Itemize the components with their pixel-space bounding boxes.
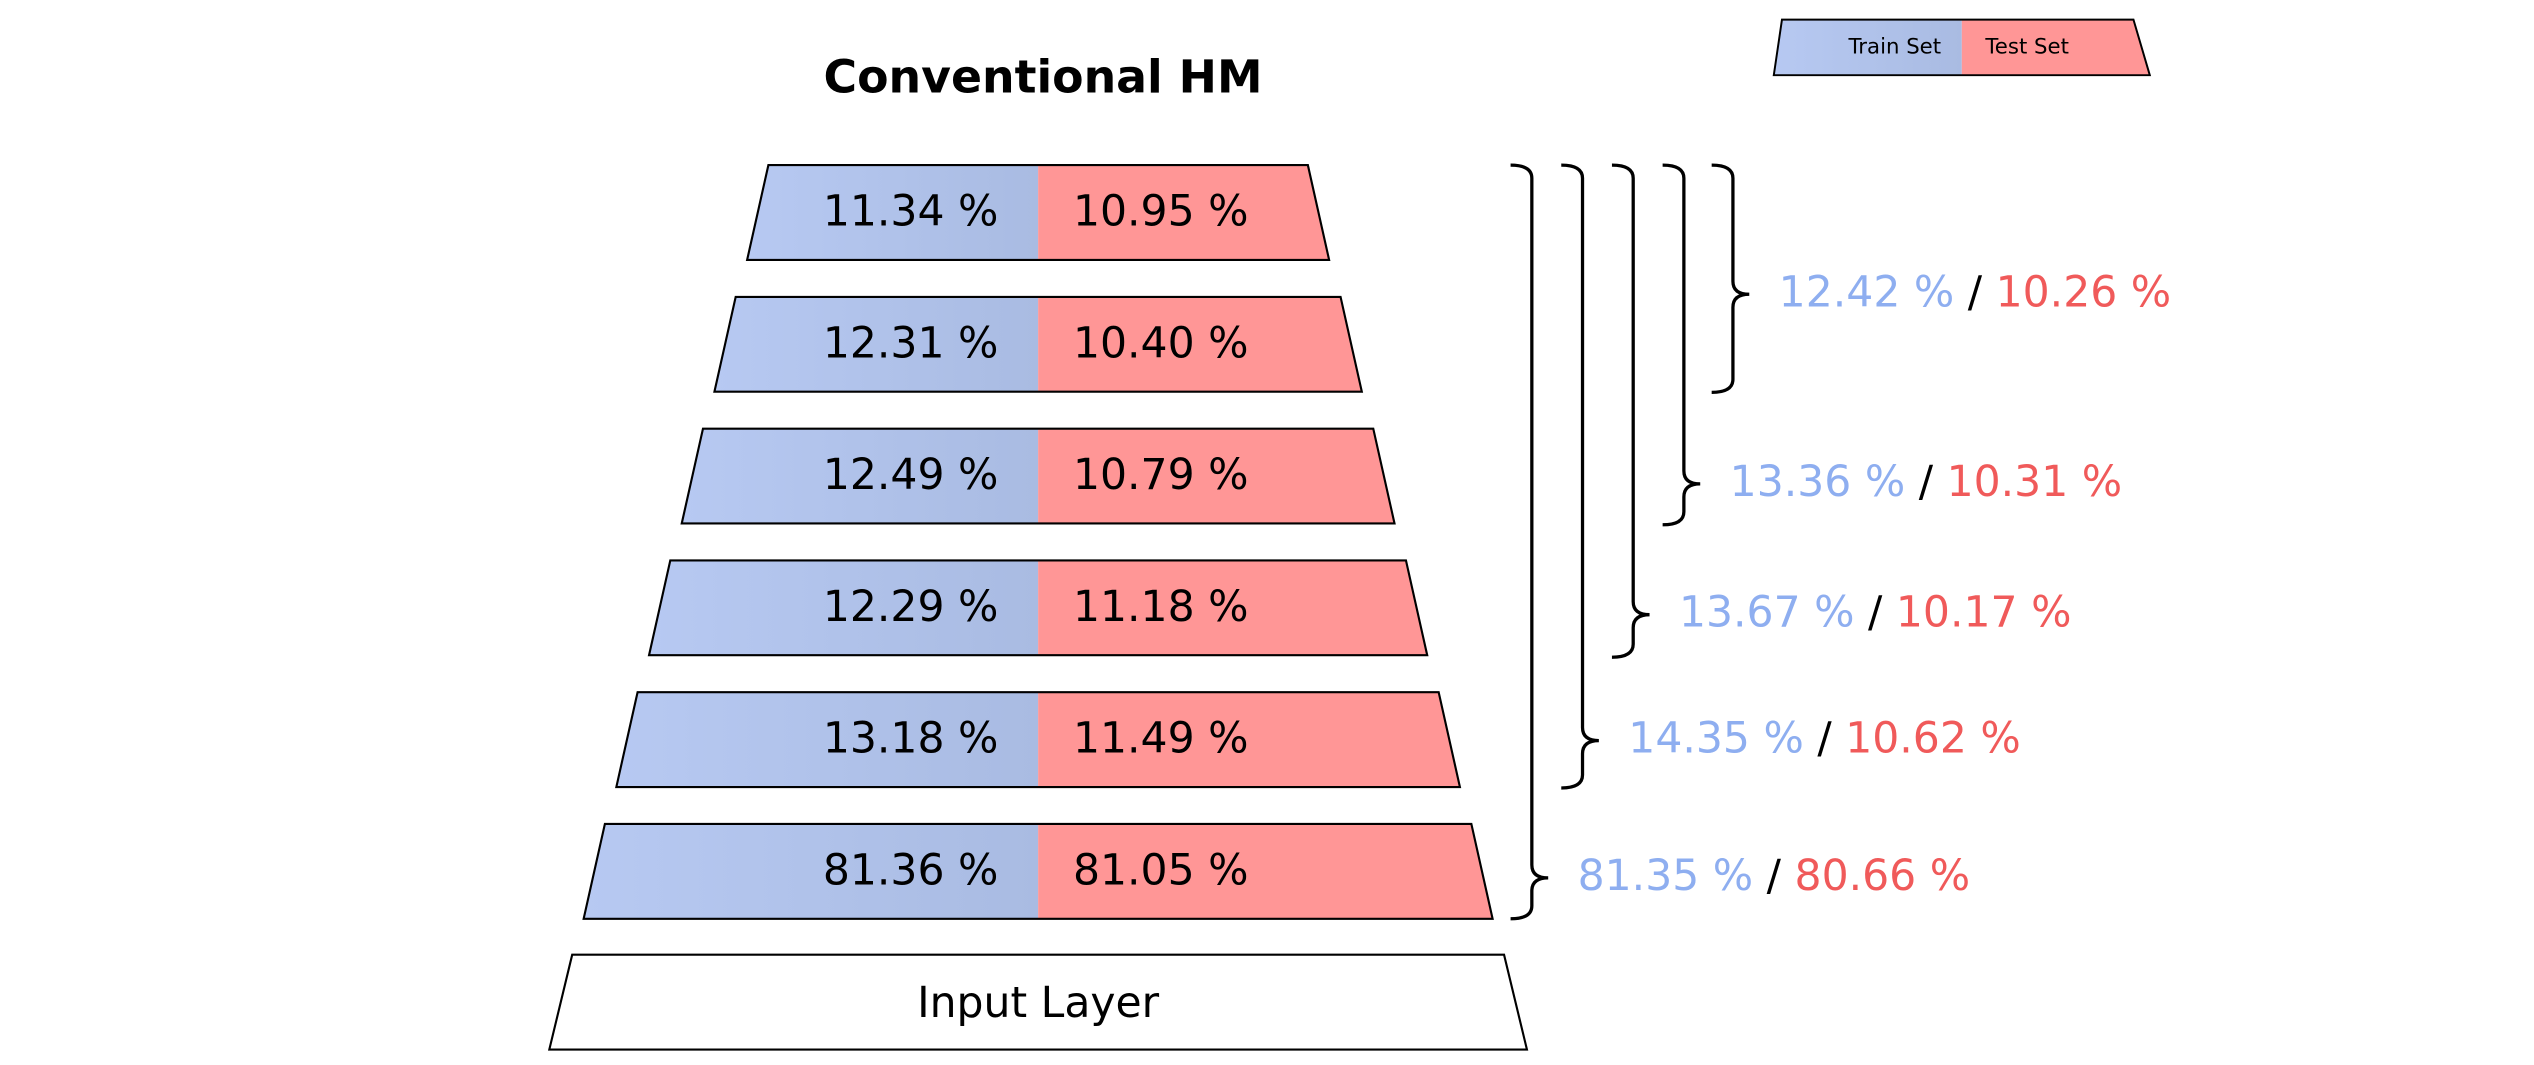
layer-test-value: 81.05 % [1073, 846, 1249, 895]
layer-train-value: 12.29 % [823, 583, 999, 632]
bracket-label: 13.67 % / 10.17 % [1679, 588, 2071, 637]
layer-test-value: 11.18 % [1073, 583, 1249, 632]
layer-test [1038, 296, 1362, 392]
bracket-test: 80.66 % [1795, 851, 1971, 900]
layer-border [647, 559, 1429, 657]
layer-border [713, 295, 1364, 393]
bracket-train: 13.67 % [1679, 588, 1855, 637]
layer-train [616, 692, 1039, 788]
title: Conventional HM [824, 51, 1263, 104]
layer-border [680, 427, 1396, 525]
bracket [1510, 163, 1549, 921]
legend-test: Test Set [1984, 34, 2068, 59]
layer-border [745, 164, 1331, 261]
bracket-separator: / [1968, 268, 1983, 317]
bracket-train: 13.36 % [1730, 457, 1906, 506]
layer-train-value: 11.34 % [823, 188, 999, 237]
layer-train-value: 81.36 % [823, 846, 999, 895]
bracket-train: 14.35 % [1628, 714, 1804, 763]
bracket-separator: / [1919, 457, 1934, 506]
layer-train-value: 12.31 % [823, 319, 999, 368]
bracket-train: 12.42 % [1779, 268, 1955, 317]
bracket-label: 81.35 % / 80.66 % [1578, 851, 1970, 900]
legend-border [1772, 18, 2152, 77]
bracket-separator: / [1767, 851, 1782, 900]
bracket-test: 10.62 % [1845, 714, 2021, 763]
bracket-train: 81.35 % [1578, 851, 1754, 900]
input-layer-label: Input Layer [917, 979, 1160, 1028]
input-layer-box [547, 953, 1529, 1051]
layer-border [615, 691, 1462, 789]
bracket-label: 13.36 % / 10.31 % [1730, 457, 2122, 506]
bracket-test: 10.26 % [1996, 268, 2172, 317]
legend-train-swatch [1773, 19, 1962, 76]
layer-train [583, 823, 1039, 919]
bracket [1711, 163, 1750, 394]
layer-train [714, 296, 1039, 392]
layer-train [681, 428, 1039, 524]
layer-test [1038, 823, 1493, 919]
layer-train-value: 13.18 % [823, 715, 999, 764]
bracket-separator: / [1817, 714, 1832, 763]
layer-border [582, 822, 1494, 920]
bracket-label: 14.35 % / 10.62 % [1628, 714, 2020, 763]
bracket-label: 12.42 % / 10.26 % [1779, 268, 2171, 317]
layer-train [747, 165, 1039, 260]
layer-test-value: 11.49 % [1073, 715, 1249, 764]
layer-test [1038, 692, 1460, 788]
layer-test [1038, 428, 1395, 524]
layer-test-value: 10.40 % [1073, 319, 1249, 368]
layer-train [649, 560, 1039, 656]
layer-test [1038, 165, 1330, 260]
layer-test [1038, 560, 1428, 656]
bracket-test: 10.17 % [1896, 588, 2072, 637]
legend-test-swatch [1961, 19, 2150, 76]
layer-test-value: 10.79 % [1073, 451, 1249, 500]
layer-test-value: 10.95 % [1073, 188, 1249, 237]
layer-train-value: 12.49 % [823, 451, 999, 500]
bracket-separator: / [1868, 588, 1883, 637]
bracket [1561, 163, 1599, 790]
bracket [1662, 163, 1701, 527]
bracket [1611, 163, 1650, 659]
legend-train: Train Set [1847, 34, 1941, 59]
bracket-test: 10.31 % [1947, 457, 2123, 506]
